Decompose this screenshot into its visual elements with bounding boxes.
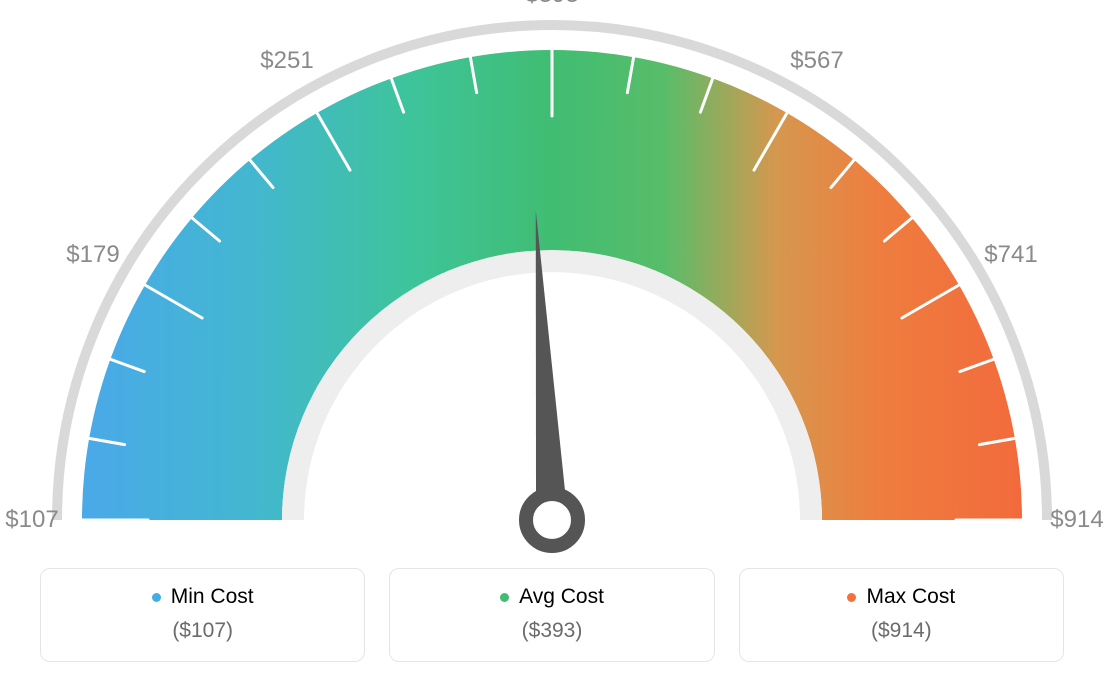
legend-card-min: Min Cost ($107)	[40, 568, 365, 662]
legend-label-min-text: Min Cost	[171, 585, 254, 609]
legend-value-avg: ($393)	[400, 619, 703, 643]
legend-card-avg: Avg Cost ($393)	[389, 568, 714, 662]
gauge-tick-label: $179	[66, 241, 119, 269]
legend-value-max: ($914)	[750, 619, 1053, 643]
gauge-tick-label: $393	[525, 0, 578, 9]
gauge-tick-label: $107	[5, 506, 58, 534]
legend-label-max: Max Cost	[847, 585, 955, 609]
legend-dot-min	[152, 593, 161, 602]
gauge-tick-label: $567	[790, 47, 843, 75]
gauge-tick-label: $914	[1050, 506, 1103, 534]
legend-value-min: ($107)	[51, 619, 354, 643]
gauge-tick-label: $251	[260, 47, 313, 75]
legend-dot-avg	[500, 593, 509, 602]
legend-label-max-text: Max Cost	[866, 585, 955, 609]
gauge-svg	[0, 0, 1104, 560]
legend-card-max: Max Cost ($914)	[739, 568, 1064, 662]
gauge-tick-label: $741	[984, 241, 1037, 269]
cost-gauge-widget: $107 $179 $251 $393 $567 $741 $914 Min Cost ($…	[0, 0, 1104, 690]
legend-label-avg-text: Avg Cost	[519, 585, 604, 609]
legend-label-avg: Avg Cost	[500, 585, 604, 609]
legend-label-min: Min Cost	[152, 585, 254, 609]
gauge-area: $107 $179 $251 $393 $567 $741 $914	[0, 0, 1104, 560]
legend-dot-max	[847, 593, 856, 602]
legend-row: Min Cost ($107) Avg Cost ($393) Max Cost…	[40, 568, 1064, 662]
